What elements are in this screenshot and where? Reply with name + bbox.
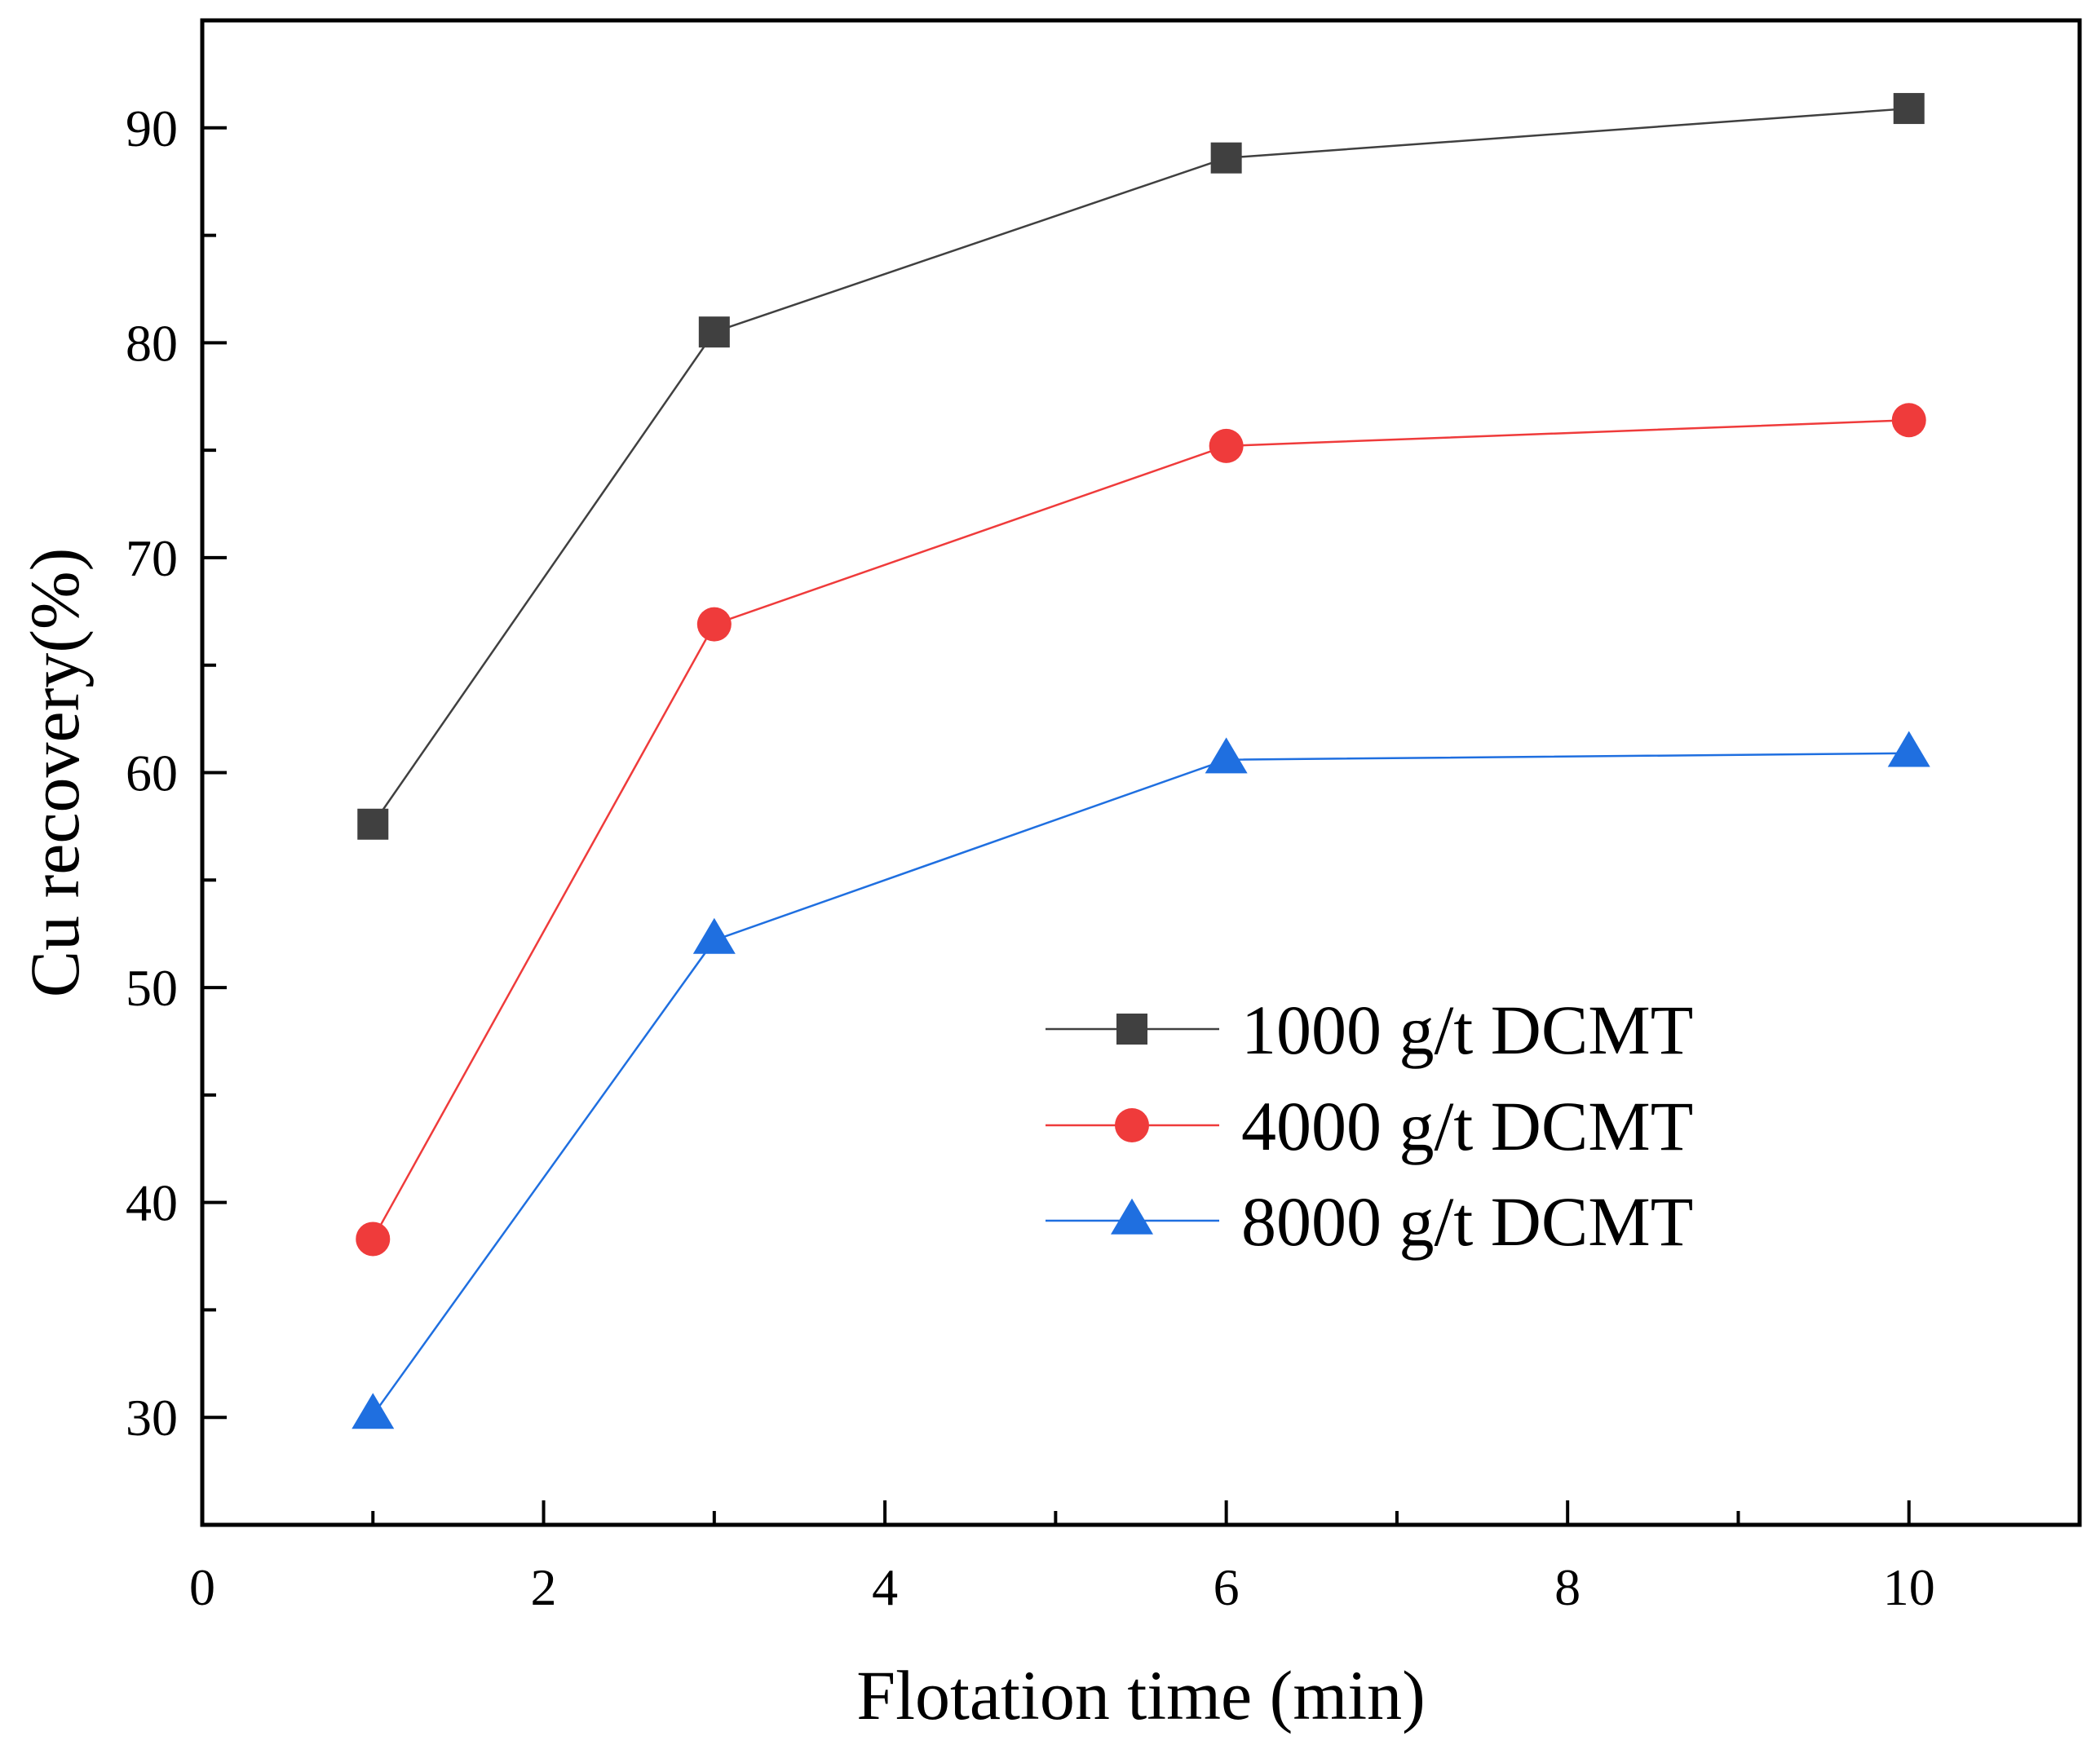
triangle-marker	[1205, 737, 1248, 774]
series-line	[372, 418, 1909, 1240]
y-tick-label: 30	[126, 1389, 178, 1447]
y-tick-label: 60	[126, 744, 178, 802]
triangle-marker	[351, 1393, 395, 1429]
series-1	[357, 93, 1925, 840]
y-tick-label: 90	[126, 99, 178, 157]
square-marker	[698, 316, 730, 348]
legend-label: 1000 g/t DCMT	[1241, 991, 1693, 1069]
square-marker	[1893, 93, 1925, 125]
circle-marker	[696, 607, 732, 642]
square-marker	[1116, 1014, 1147, 1045]
legend-item: 1000 g/t DCMT	[1046, 991, 1693, 1069]
triangle-marker	[1887, 731, 1930, 767]
x-tick-label: 2	[531, 1558, 557, 1616]
y-tick-label: 40	[126, 1174, 178, 1232]
y-tick-label: 80	[126, 314, 178, 372]
x-axis-title: Flotation time (min)	[856, 1656, 1426, 1734]
square-marker	[357, 808, 389, 840]
series-line	[372, 752, 1909, 1416]
legend-label: 8000 g/t DCMT	[1241, 1182, 1693, 1261]
circle-marker	[1115, 1108, 1149, 1142]
legend-label: 4000 g/t DCMT	[1241, 1087, 1693, 1165]
circle-marker	[356, 1222, 391, 1257]
x-tick-label: 4	[872, 1558, 898, 1616]
x-tick-label: 6	[1214, 1558, 1240, 1616]
x-tick-label: 0	[189, 1558, 215, 1616]
x-axis: 0 2 4 6 8 10	[189, 1500, 1935, 1616]
y-axis: 30 40 50 60 70 80 90	[126, 99, 227, 1447]
triangle-marker	[692, 917, 736, 954]
triangle-marker	[1111, 1198, 1153, 1235]
circle-marker	[1209, 428, 1244, 463]
y-axis-title: Cu recovery(%)	[15, 548, 94, 998]
series-2	[356, 403, 1926, 1257]
x-tick-label: 8	[1554, 1558, 1581, 1616]
plot-area: 0 2 4 6 8 10 30 40 50 60 70 80 90	[126, 18, 2082, 1616]
y-tick-label: 50	[126, 959, 178, 1017]
series-line	[372, 107, 1909, 825]
x-tick-label: 10	[1883, 1558, 1935, 1616]
square-marker	[1210, 142, 1242, 174]
legend-item: 4000 g/t DCMT	[1046, 1087, 1693, 1165]
legend: 1000 g/t DCMT 4000 g/t DCMT 8000 g/t DCMT	[1046, 991, 1693, 1261]
legend-item: 8000 g/t DCMT	[1046, 1182, 1693, 1261]
series-layer	[351, 93, 1930, 1429]
y-tick-label: 70	[126, 529, 178, 587]
series-3	[351, 731, 1930, 1429]
circle-marker	[1891, 403, 1926, 438]
